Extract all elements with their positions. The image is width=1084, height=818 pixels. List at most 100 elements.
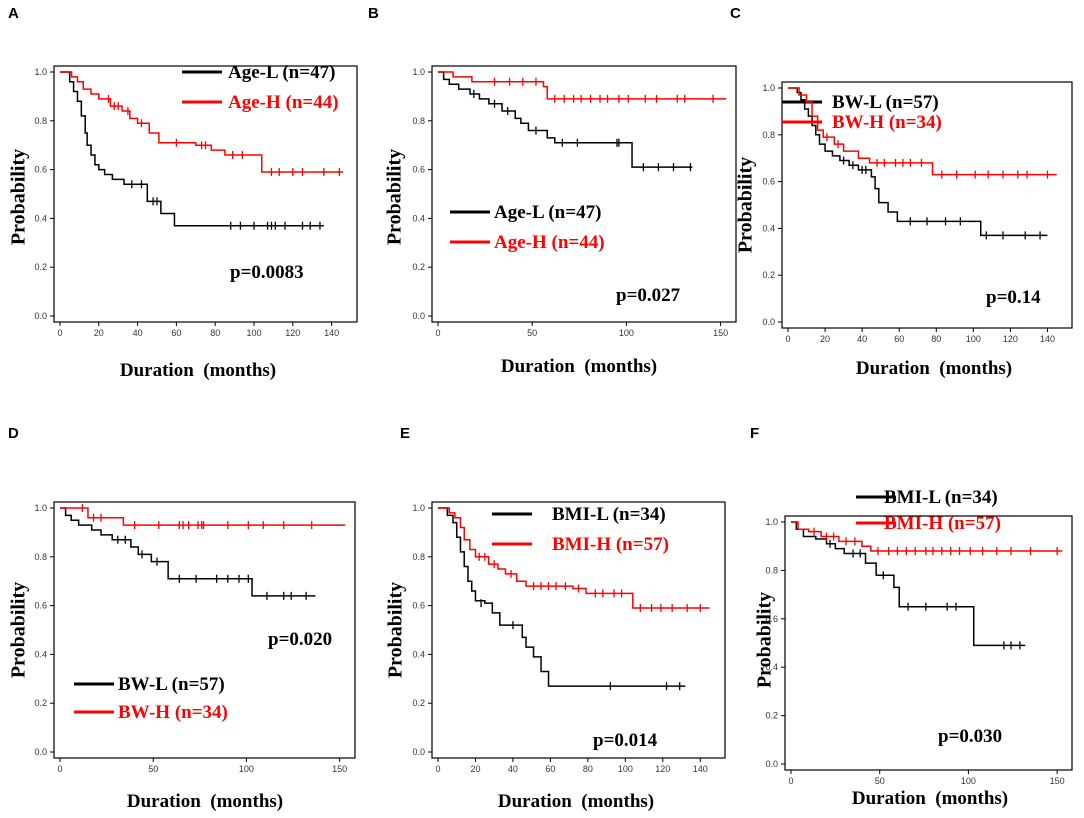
y-tick-label: 0.4 xyxy=(34,213,47,223)
y-tick-label: 1.0 xyxy=(412,67,425,77)
x-tick-label: 0 xyxy=(57,764,62,774)
km-curve-high xyxy=(438,507,710,609)
x-tick-label: 0 xyxy=(785,334,790,344)
x-tick-label: 80 xyxy=(583,764,593,774)
y-tick-label: 0.4 xyxy=(412,213,425,223)
y-tick-label: 0.2 xyxy=(34,262,47,272)
x-tick-label: 150 xyxy=(713,328,728,338)
p-value-label: p=0.020 xyxy=(268,629,332,650)
x-tick-label: 60 xyxy=(171,328,181,338)
km-panel-b: B 0.0 0.2 0.4 0.6 0.8 1.0 0 50 100 150 Probability D… xyxy=(368,5,737,377)
km-panel-f: F 0.0 0.2 0.4 0.6 0.8 1.0 0 50 100 150 Probability D… xyxy=(750,425,1073,809)
plot-frame xyxy=(781,81,1073,329)
km-curve-low xyxy=(60,507,316,597)
plot-frame xyxy=(53,65,358,323)
x-tick-label: 120 xyxy=(655,764,670,774)
x-axis-label: Duration (months) xyxy=(856,358,1012,379)
panel-letter: A xyxy=(8,5,19,22)
legend-label: Age-L (n=47) xyxy=(228,62,335,83)
p-value-label: p=0.030 xyxy=(938,726,1002,747)
x-tick-label: 140 xyxy=(324,328,339,338)
legend-label: BW-H (n=34) xyxy=(832,112,942,133)
y-tick-label: 0.6 xyxy=(765,614,778,624)
km-curve-low xyxy=(60,71,324,227)
y-tick-label: 0.6 xyxy=(34,165,47,175)
km-panel-e: E 0.0 0.2 0.4 0.6 0.8 1.0 0 20 40 60 80 100 120 140 Pro… xyxy=(385,425,726,812)
x-axis-label: Duration (months) xyxy=(120,360,276,381)
legend-label: Age-L (n=47) xyxy=(494,202,601,223)
y-tick-label: 1.0 xyxy=(765,517,778,527)
x-tick-label: 100 xyxy=(966,334,981,344)
legend-label: Age-H (n=44) xyxy=(228,92,339,113)
y-tick-label: 1.0 xyxy=(34,503,47,513)
y-tick-label: 0.0 xyxy=(34,311,47,321)
y-axis-label: Probability xyxy=(385,582,407,678)
plot-frame xyxy=(784,515,1073,771)
y-tick-label: 1.0 xyxy=(762,83,775,93)
x-axis-label: Duration (months) xyxy=(852,788,1008,809)
x-axis-label: Duration (months) xyxy=(501,356,657,377)
km-curve-high xyxy=(60,507,346,526)
x-tick-label: 40 xyxy=(508,764,518,774)
y-tick-label: 0.6 xyxy=(762,177,775,187)
y-tick-label: 0.2 xyxy=(765,711,778,721)
legend-label: BMI-L (n=34) xyxy=(552,504,666,525)
y-tick-label: 0.4 xyxy=(412,649,425,659)
x-tick-label: 60 xyxy=(545,764,555,774)
plot-frame xyxy=(53,501,356,759)
x-tick-label: 120 xyxy=(1003,334,1018,344)
x-tick-label: 100 xyxy=(619,328,634,338)
x-tick-label: 140 xyxy=(1040,334,1055,344)
km-curve-high xyxy=(791,521,1063,552)
legend-label: BW-H (n=34) xyxy=(118,702,228,723)
x-tick-label: 0 xyxy=(788,776,793,786)
y-tick-label: 0.8 xyxy=(412,116,425,126)
x-tick-label: 20 xyxy=(470,764,480,774)
x-tick-label: 0 xyxy=(435,764,440,774)
y-axis-label: Probability xyxy=(754,592,776,688)
x-tick-label: 100 xyxy=(961,776,976,786)
y-tick-label: 0.2 xyxy=(412,698,425,708)
km-panel-d: D 0.0 0.2 0.4 0.6 0.8 1.0 0 50 100 150 Probability D… xyxy=(8,425,356,812)
y-tick-label: 0.6 xyxy=(34,601,47,611)
x-tick-label: 150 xyxy=(332,764,347,774)
y-tick-label: 0.2 xyxy=(34,698,47,708)
km-curve-high xyxy=(788,87,1057,176)
y-tick-label: 0.0 xyxy=(762,317,775,327)
y-tick-label: 0.4 xyxy=(765,662,778,672)
x-tick-label: 60 xyxy=(894,334,904,344)
x-tick-label: 0 xyxy=(57,328,62,338)
km-curve-high xyxy=(438,71,727,100)
y-axis-label: Probability xyxy=(735,157,757,253)
x-tick-label: 120 xyxy=(285,328,300,338)
y-tick-label: 0.6 xyxy=(412,601,425,611)
p-value-label: p=0.0083 xyxy=(230,262,304,283)
plot-frame xyxy=(431,501,726,759)
legend-label: BMI-H (n=57) xyxy=(884,513,1001,534)
x-tick-label: 20 xyxy=(94,328,104,338)
legend-label: BMI-H (n=57) xyxy=(552,534,669,555)
km-curve-high xyxy=(60,71,344,173)
legend-label: BW-L (n=57) xyxy=(118,674,225,695)
y-tick-label: 0.8 xyxy=(762,130,775,140)
x-tick-label: 40 xyxy=(133,328,143,338)
y-tick-label: 0.4 xyxy=(34,649,47,659)
panel-letter: F xyxy=(750,425,759,442)
panel-letter: E xyxy=(400,425,410,442)
x-tick-label: 50 xyxy=(148,764,158,774)
y-tick-label: 0.0 xyxy=(412,311,425,321)
y-tick-label: 0.4 xyxy=(762,223,775,233)
y-tick-label: 0.0 xyxy=(412,747,425,757)
panel-letter: D xyxy=(8,425,19,442)
panel-letter: B xyxy=(368,5,379,22)
km-panel-a: A 0.0 0.2 0.4 0.6 0.8 1.0 0 20 40 60 80 100 120 140 Pro… xyxy=(8,5,358,381)
x-tick-label: 50 xyxy=(875,776,885,786)
panel-letter: C xyxy=(730,5,741,22)
y-tick-label: 0.8 xyxy=(412,552,425,562)
km-curve-low xyxy=(791,521,1026,647)
km-curve-low xyxy=(438,507,686,687)
x-tick-label: 150 xyxy=(1050,776,1065,786)
km-panel-c: C 0.0 0.2 0.4 0.6 0.8 1.0 0 20 40 60 80 100 120 140 Pro… xyxy=(730,5,1073,379)
y-axis-label: Probability xyxy=(384,149,406,245)
p-value-label: p=0.027 xyxy=(616,285,681,306)
